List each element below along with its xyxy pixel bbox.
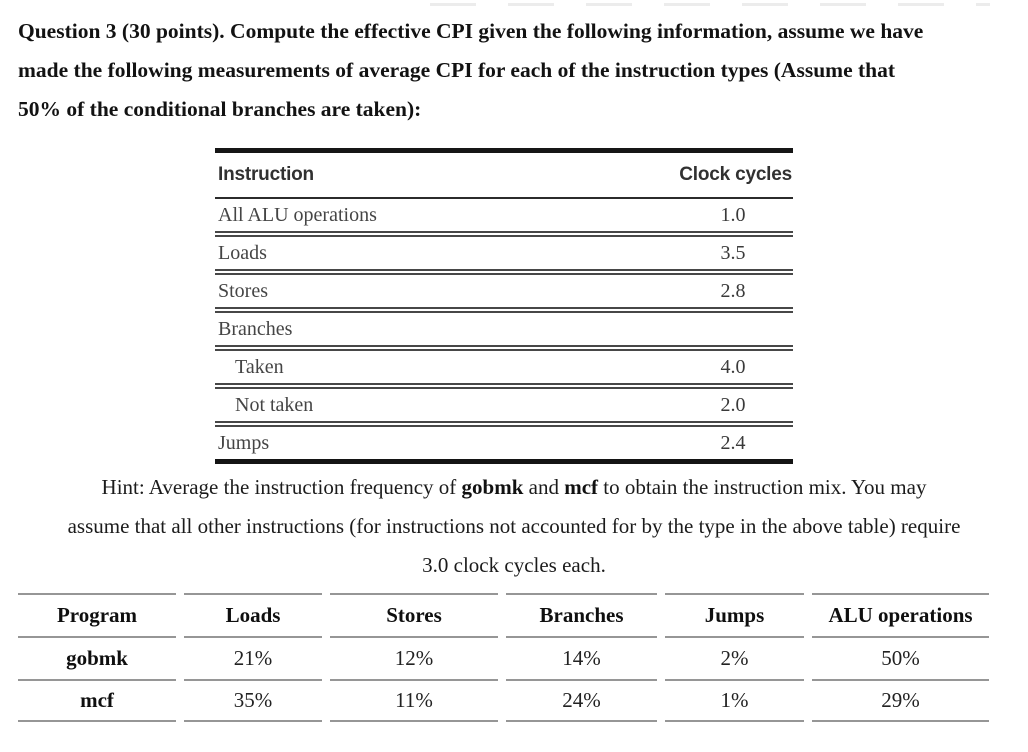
mix-program-name: mcf <box>18 679 176 722</box>
cpi-header-clock-cycles: Clock cycles <box>673 150 793 199</box>
cpi-row-loads: Loads 3.5 <box>215 234 793 275</box>
cpi-row-label: Branches <box>215 310 673 351</box>
question-line-1: Question 3 (30 points). Compute the effe… <box>18 19 924 43</box>
cpi-row-label: Loads <box>215 234 673 275</box>
mix-header-program: Program <box>18 593 176 636</box>
hint-paragraph: Hint: Average the instruction frequency … <box>13 468 1015 585</box>
cpi-row-stores: Stores 2.8 <box>215 272 793 313</box>
cpi-row-value: 1.0 <box>673 198 793 237</box>
hint-text-segment: and <box>523 475 565 499</box>
cpi-row-value: 2.8 <box>673 272 793 313</box>
mix-program-name: gobmk <box>18 636 176 679</box>
cpi-row-alu: All ALU operations 1.0 <box>215 198 793 237</box>
cpi-row-label: Stores <box>215 272 673 313</box>
cpi-row-value: 2.0 <box>673 386 793 427</box>
mix-row-gobmk: gobmk 21% 12% 14% 2% 50% <box>18 636 989 679</box>
hint-bold-mcf: mcf <box>564 475 599 499</box>
cpi-row-not-taken: Not taken 2.0 <box>215 386 793 427</box>
cpi-table: Instruction Clock cycles All ALU operati… <box>215 148 793 464</box>
mix-header-stores: Stores <box>330 593 498 636</box>
cpi-row-label: Jumps <box>218 431 270 454</box>
mix-cell: 21% <box>184 636 322 679</box>
mix-cell: 11% <box>330 679 498 722</box>
mix-cell: 2% <box>665 636 804 679</box>
mix-cell: 1% <box>665 679 804 722</box>
mix-row-mcf: mcf 35% 11% 24% 1% 29% <box>18 679 989 722</box>
hint-line-3: 3.0 clock cycles each. <box>422 553 606 577</box>
hint-line-1: Hint: Average the instruction frequency … <box>13 468 1015 507</box>
cpi-row-label: Taken <box>215 348 673 389</box>
mix-cell: 35% <box>184 679 322 722</box>
mix-header-alu-operations: ALU operations <box>812 593 989 636</box>
hint-text-segment: to obtain the instruction mix. You may <box>598 475 927 499</box>
cpi-table-header-row: Instruction Clock cycles <box>215 150 793 199</box>
cpi-row-label: Not taken <box>215 386 673 427</box>
mix-header-jumps: Jumps <box>665 593 804 636</box>
question-line-2: made the following measurements of avera… <box>18 58 896 82</box>
hint-bold-gobmk: gobmk <box>461 475 524 499</box>
scan-artifact <box>430 3 990 6</box>
question-line-3: 50% of the conditional branches are take… <box>18 97 422 121</box>
cpi-row-taken: Taken 4.0 <box>215 348 793 389</box>
cpi-row-branches: Branches <box>215 310 793 351</box>
mix-cell: 24% <box>506 679 657 722</box>
mix-header-branches: Branches <box>506 593 657 636</box>
mix-cell: 50% <box>812 636 989 679</box>
instruction-mix-table: Program Loads Stores Branches Jumps ALU … <box>10 593 997 722</box>
cpi-row-value <box>673 310 793 351</box>
question-paragraph: Question 3 (30 points). Compute the effe… <box>18 12 1020 129</box>
mix-header-loads: Loads <box>184 593 322 636</box>
cpi-row-label: All ALU operations <box>215 198 673 237</box>
mix-cell: 29% <box>812 679 989 722</box>
cpi-row-value: 3.5 <box>673 234 793 275</box>
mix-cell: 14% <box>506 636 657 679</box>
cpi-row-jumps: Jumps 2.4 <box>215 424 793 462</box>
cpi-row-value: 4.0 <box>673 348 793 389</box>
cpi-header-instruction: Instruction <box>215 150 673 199</box>
hint-line-2: assume that all other instructions (for … <box>67 514 961 538</box>
mix-table-header-row: Program Loads Stores Branches Jumps ALU … <box>18 593 989 636</box>
mix-cell: 12% <box>330 636 498 679</box>
cpi-row-value: 2.4 <box>720 431 746 454</box>
hint-text-segment: Hint: Average the instruction frequency … <box>101 475 462 499</box>
